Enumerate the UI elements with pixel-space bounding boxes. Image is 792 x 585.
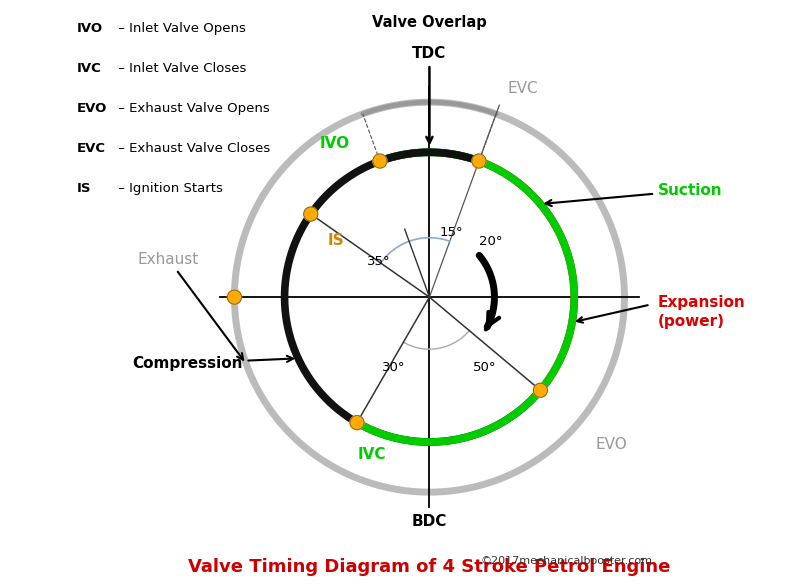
Text: EVO: EVO	[77, 102, 107, 115]
Text: EVC: EVC	[77, 142, 105, 155]
Text: EVO: EVO	[596, 436, 627, 452]
Text: – Inlet Valve Closes: – Inlet Valve Closes	[114, 62, 246, 75]
Circle shape	[533, 383, 547, 397]
Text: Exhaust: Exhaust	[138, 252, 243, 360]
Text: Compression: Compression	[132, 356, 293, 371]
Circle shape	[227, 290, 242, 304]
Text: TDC: TDC	[413, 46, 447, 143]
Circle shape	[303, 207, 318, 221]
Text: IVO: IVO	[319, 136, 349, 152]
Text: – Exhaust Valve Opens: – Exhaust Valve Opens	[114, 102, 269, 115]
Text: IVC: IVC	[77, 62, 101, 75]
Text: Suction: Suction	[546, 183, 722, 206]
Text: 20°: 20°	[479, 235, 502, 248]
Text: Valve Timing Diagram of 4 Stroke Petrol Engine: Valve Timing Diagram of 4 Stroke Petrol …	[188, 558, 671, 576]
Text: – Exhaust Valve Closes: – Exhaust Valve Closes	[114, 142, 270, 155]
Text: IVC: IVC	[357, 448, 386, 463]
Text: BDC: BDC	[412, 514, 447, 529]
Circle shape	[472, 154, 486, 168]
Text: 50°: 50°	[474, 361, 497, 374]
Text: – Inlet Valve Opens: – Inlet Valve Opens	[114, 22, 246, 35]
Text: Expansion
(power): Expansion (power)	[658, 295, 745, 329]
Text: 30°: 30°	[383, 361, 406, 374]
Text: IVO: IVO	[77, 22, 103, 35]
Circle shape	[373, 154, 387, 168]
Text: IS: IS	[77, 182, 91, 195]
Text: IS: IS	[327, 233, 344, 247]
Text: Valve Overlap: Valve Overlap	[372, 15, 487, 30]
Text: EVC: EVC	[508, 81, 539, 96]
Circle shape	[350, 415, 364, 429]
Text: 35°: 35°	[367, 256, 391, 269]
Text: ©2017mechanicalbooster.com: ©2017mechanicalbooster.com	[480, 556, 653, 566]
Text: – Ignition Starts: – Ignition Starts	[114, 182, 223, 195]
Text: 15°: 15°	[440, 226, 463, 239]
